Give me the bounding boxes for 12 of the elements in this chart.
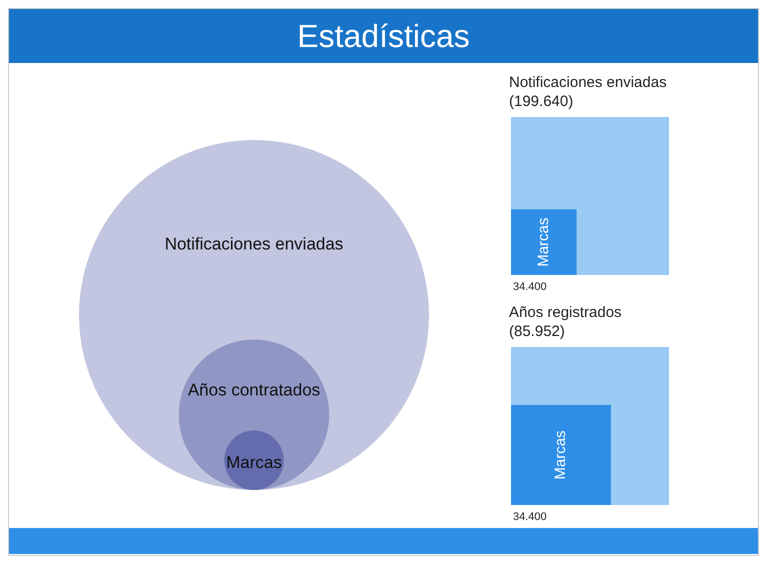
category-label: Años registrados <box>509 304 622 322</box>
data-label: 34.400 <box>513 281 547 294</box>
category-label: Marcas <box>552 430 570 480</box>
category-label: Marcas <box>226 452 282 472</box>
data-label: (85.952) <box>509 323 565 340</box>
data-label: 34.400 <box>513 511 547 524</box>
text: Estadísticas <box>9 9 758 63</box>
category-label: Años contratados <box>188 380 320 400</box>
category-label: Notificaciones enviadas <box>164 234 344 254</box>
data-label: (199.640) <box>509 93 574 110</box>
category-label: Notificaciones enviadas <box>509 74 667 92</box>
category-label: Marcas <box>534 218 552 267</box>
